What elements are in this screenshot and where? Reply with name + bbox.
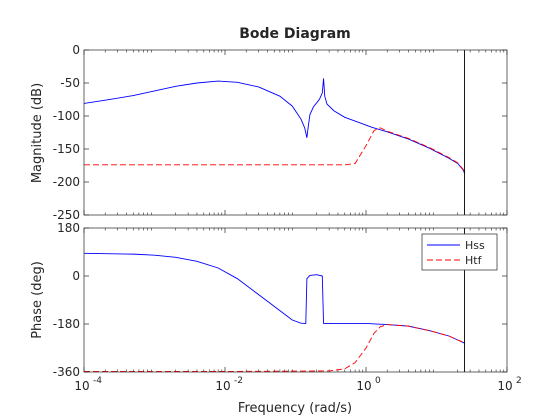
- x-tick-label: 10: [497, 379, 512, 393]
- phase-y-axis-label: Phase (deg): [30, 261, 45, 339]
- magnitude-y-tick-label: -250: [53, 208, 80, 222]
- legend: Hss Htf: [421, 233, 498, 271]
- legend-box: [421, 233, 498, 271]
- magnitude-plot-area: [84, 50, 507, 215]
- magnitude-y-axis-label: Magnitude (dB): [30, 83, 45, 183]
- magnitude-y-tick-label: -50: [60, 76, 80, 90]
- magnitude-axes-box: [83, 49, 508, 216]
- phase-y-tick-label: -360: [53, 365, 80, 379]
- phase-y-tick-label: -180: [53, 317, 80, 331]
- magnitude-y-tick-label: 0: [72, 43, 80, 57]
- x-tick-label: 10: [215, 379, 230, 393]
- magnitude-y-tick-label: -150: [53, 142, 80, 156]
- magnitude-series-hss: [84, 78, 465, 174]
- phase-axes: 10 -4 10 -2 10 0 10 2 180 0 -180 -360 Hss Htf: [53, 221, 522, 393]
- x-tick-exponent: -2: [234, 376, 243, 386]
- magnitude-y-tick-label: -200: [53, 175, 80, 189]
- legend-label-htf: Htf: [465, 254, 483, 267]
- phase-axes-box: [83, 227, 508, 373]
- x-tick-label: 10: [356, 379, 371, 393]
- magnitude-y-tick-label: -100: [53, 109, 80, 123]
- legend-label-hss: Hss: [465, 239, 485, 252]
- chart-title: Bode Diagram: [239, 26, 351, 42]
- magnitude-series-group: [84, 78, 465, 174]
- x-tick-label: 10: [74, 379, 89, 393]
- phase-y-tick-label: 0: [72, 269, 80, 283]
- phase-series-htf: [84, 324, 465, 372]
- x-tick-exponent: -4: [93, 376, 102, 386]
- phase-series-group: [84, 252, 465, 372]
- magnitude-series-htf: [84, 127, 465, 173]
- x-tick-exponent: 2: [516, 376, 522, 386]
- magnitude-axes: 0 -50 -100 -150 -200 -250: [53, 43, 508, 222]
- x-tick-exponent: 0: [375, 376, 381, 386]
- phase-y-tick-label: 180: [57, 221, 80, 235]
- x-axis-label: Frequency (rad/s): [238, 401, 352, 416]
